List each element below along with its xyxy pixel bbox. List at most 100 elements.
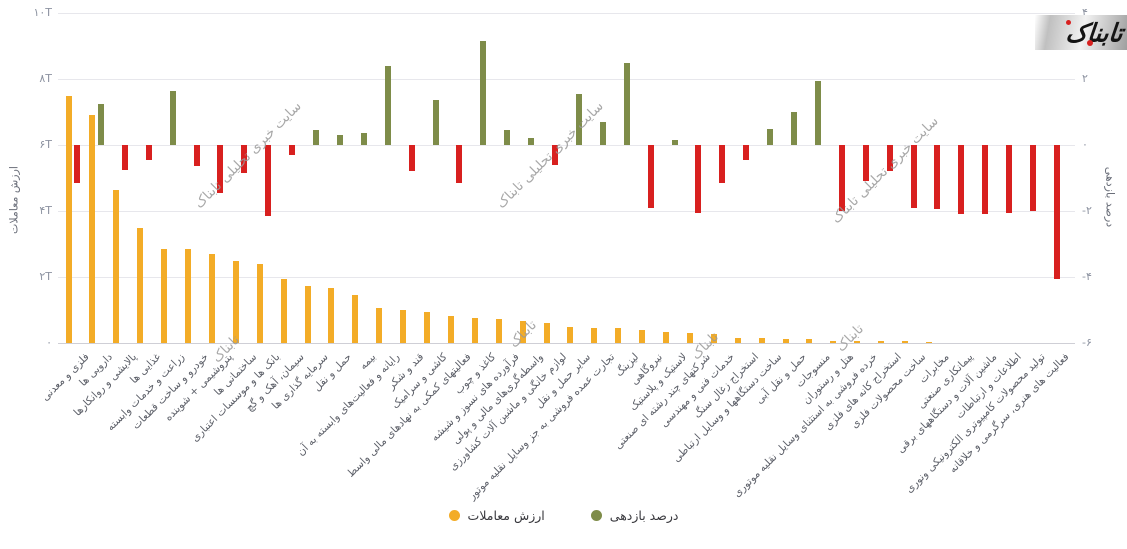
return-bar-positive[interactable] — [360, 133, 367, 145]
return-bar-negative[interactable] — [1053, 145, 1060, 279]
return-bar-negative[interactable] — [934, 145, 941, 210]
value-bar[interactable] — [830, 341, 837, 343]
return-bar-negative[interactable] — [217, 145, 224, 193]
return-bar-positive[interactable] — [814, 80, 821, 145]
left-axis-tick: ۲T — [39, 270, 52, 283]
return-bar-positive[interactable] — [336, 135, 343, 145]
value-bar[interactable] — [615, 328, 622, 343]
value-bar[interactable] — [854, 341, 861, 343]
value-bar[interactable] — [663, 332, 669, 343]
return-bar-negative[interactable] — [647, 145, 654, 208]
value-bar[interactable] — [543, 322, 550, 343]
return-bar-negative[interactable] — [1030, 145, 1036, 211]
left-axis-title: ارزش معاملات — [7, 166, 21, 234]
value-bar[interactable] — [376, 308, 383, 343]
right-axis-tick: -۶ — [1082, 336, 1092, 349]
value-bar[interactable] — [925, 341, 932, 343]
watermark-text: سایت خبری تحلیلی تابناک — [828, 113, 942, 227]
return-bar-positive[interactable] — [575, 93, 582, 145]
return-bar-negative[interactable] — [695, 145, 702, 213]
value-bar[interactable] — [710, 334, 717, 343]
left-axis-tick: ۱۰T — [33, 6, 52, 19]
return-bar-negative[interactable] — [552, 145, 558, 165]
value-bar[interactable] — [185, 248, 191, 343]
value-bar[interactable] — [806, 339, 813, 343]
return-bar-negative[interactable] — [838, 145, 845, 211]
value-bar[interactable] — [352, 295, 359, 343]
return-bar-negative[interactable] — [265, 145, 272, 216]
value-bar[interactable] — [137, 227, 144, 343]
value-bar[interactable] — [639, 330, 646, 343]
return-bar-negative[interactable] — [862, 145, 869, 182]
return-bar-positive[interactable] — [480, 41, 487, 145]
value-bar[interactable] — [447, 315, 454, 343]
value-bar[interactable] — [424, 311, 430, 343]
value-bar[interactable] — [304, 285, 311, 343]
return-bar-positive[interactable] — [671, 140, 678, 145]
return-bar-positive[interactable] — [791, 112, 797, 145]
value-bar[interactable] — [113, 189, 120, 343]
right-axis-title: درصد بازدهی — [1103, 166, 1117, 228]
x-axis-line — [58, 343, 1075, 344]
return-bar-negative[interactable] — [289, 145, 296, 155]
return-bar-negative[interactable] — [743, 145, 750, 160]
return-bar-negative[interactable] — [982, 145, 989, 215]
value-bar[interactable] — [328, 287, 335, 343]
value-bar[interactable] — [161, 248, 168, 343]
value-bar[interactable] — [232, 260, 239, 343]
gridline — [58, 277, 1075, 278]
value-bar[interactable] — [495, 318, 502, 343]
return-bar-negative[interactable] — [886, 145, 893, 172]
value-bar[interactable] — [400, 310, 407, 343]
watermark-text-partial: تابناک — [506, 317, 540, 351]
return-bar-negative[interactable] — [719, 145, 726, 183]
value-bar[interactable] — [519, 320, 526, 343]
value-bar[interactable] — [280, 278, 287, 343]
value-bar[interactable] — [878, 341, 885, 343]
return-bar-positive[interactable] — [623, 62, 630, 145]
return-bar-negative[interactable] — [241, 145, 248, 174]
legend-label-value: ارزش معاملات — [467, 508, 545, 523]
left-axis-tick: ۸T — [39, 72, 52, 85]
logo-red-dot-icon — [1087, 40, 1093, 46]
return-bar-negative[interactable] — [910, 145, 917, 208]
return-bar-negative[interactable] — [74, 145, 80, 183]
return-bar-positive[interactable] — [528, 138, 535, 145]
return-bar-negative[interactable] — [1006, 145, 1013, 213]
left-axis-tick: ۶T — [39, 138, 52, 151]
return-bar-negative[interactable] — [145, 145, 152, 160]
return-bar-negative[interactable] — [958, 145, 965, 215]
value-bar[interactable] — [758, 338, 765, 343]
return-bar-positive[interactable] — [504, 130, 511, 145]
return-bar-positive[interactable] — [97, 103, 104, 145]
value-bar[interactable] — [208, 253, 215, 343]
value-bar[interactable] — [902, 341, 908, 343]
legend-dot-value-icon — [448, 510, 460, 521]
return-bar-negative[interactable] — [121, 145, 128, 170]
gridline — [58, 211, 1075, 212]
return-bar-positive[interactable] — [313, 130, 319, 145]
return-bar-negative[interactable] — [193, 145, 200, 167]
value-bar[interactable] — [734, 338, 741, 343]
legend-item-value[interactable]: ارزش معاملات — [448, 508, 545, 523]
value-bar[interactable] — [89, 115, 96, 343]
value-bar[interactable] — [471, 317, 478, 343]
gridline — [58, 145, 1075, 146]
value-bar[interactable] — [686, 333, 693, 343]
watermark-text-partial: تابناک — [833, 321, 867, 355]
value-bar[interactable] — [782, 339, 789, 343]
legend-item-return[interactable]: درصد بازدهی — [590, 508, 678, 523]
value-bar[interactable] — [591, 328, 598, 343]
return-bar-negative[interactable] — [408, 145, 415, 172]
value-bar[interactable] — [256, 263, 263, 343]
return-bar-positive[interactable] — [384, 65, 391, 145]
value-bar[interactable] — [567, 327, 574, 343]
right-axis-tick: ۴ — [1082, 6, 1088, 19]
return-bar-positive[interactable] — [432, 100, 439, 145]
return-bar-negative[interactable] — [456, 145, 463, 183]
value-bar[interactable] — [65, 95, 72, 343]
return-bar-positive[interactable] — [599, 121, 606, 145]
return-bar-positive[interactable] — [169, 90, 176, 145]
tabnak-logo-text: تابناک — [1064, 16, 1125, 48]
return-bar-positive[interactable] — [767, 128, 774, 145]
